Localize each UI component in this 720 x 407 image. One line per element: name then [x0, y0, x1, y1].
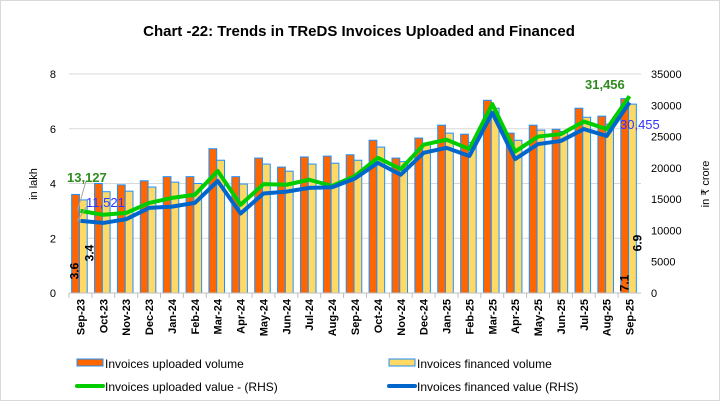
legend-swatch-0 [76, 358, 104, 367]
y-left-tick-label: 8 [50, 69, 56, 81]
bar-uploaded-volume [299, 156, 309, 294]
bar-uploaded-volume [391, 157, 401, 294]
y-right-tick-label: 35000 [651, 69, 682, 81]
x-tick-label: Jul-24 [304, 298, 316, 331]
y-right-tick-label: 25000 [651, 132, 682, 144]
bar-financed-volume [307, 163, 317, 294]
leader-line [77, 205, 88, 222]
x-tick-label: Mar-25 [487, 299, 499, 334]
y-left-tick-label: 2 [50, 233, 56, 245]
bar-financed-volume [490, 107, 500, 294]
data-label: 31,456 [585, 77, 625, 92]
y-left-tick-label: 6 [50, 124, 56, 136]
bar-uploaded-volume [254, 157, 263, 294]
bar-uploaded-volume [460, 133, 469, 294]
y-axis-right-label: in ₹ crore [700, 161, 712, 208]
y-axis-left-label: in lakh [28, 168, 40, 200]
legend-label: Invoices financed value (RHS) [417, 380, 578, 394]
legend-label: Invoices uploaded volume [105, 357, 244, 371]
x-tick-label: Oct-24 [373, 298, 385, 333]
y-right-tick-label: 10000 [651, 225, 682, 237]
x-tick-label: Sep-23 [75, 299, 87, 335]
legend-label: Invoices uploaded value - (RHS) [105, 380, 278, 394]
x-tick-label: Aug-25 [602, 299, 614, 336]
x-tick-label: Mar-24 [213, 298, 225, 334]
bar-financed-volume [445, 132, 454, 294]
legend-label: Invoices financed volume [417, 357, 552, 371]
x-tick-label: Sep-25 [625, 299, 637, 335]
line-financed-value [80, 101, 632, 225]
x-tick-label: Jun-24 [281, 298, 293, 334]
x-tick-label: Aug-24 [327, 298, 339, 336]
data-label: 13,127 [67, 170, 107, 185]
bar-financed-volume [376, 146, 386, 294]
data-label: 7.1 [618, 274, 632, 291]
y-right-tick-label: 15000 [651, 194, 682, 206]
bar-financed-volume [513, 139, 523, 294]
x-tick-label: Nov-23 [121, 299, 133, 336]
bar-financed-volume [605, 123, 614, 294]
x-tick-label: May-25 [533, 299, 545, 336]
bar-financed-volume [559, 130, 569, 294]
bar-uploaded-volume [322, 155, 332, 294]
x-tick-label: Oct-23 [98, 299, 110, 333]
bar-uploaded-volume [139, 180, 149, 294]
x-tick-label: May-24 [258, 298, 270, 336]
data-label: 11,521 [86, 195, 125, 210]
bar-uploaded-volume [574, 107, 584, 294]
data-label: 3.4 [82, 244, 96, 261]
x-tick-label: Dec-23 [144, 299, 156, 335]
bar-financed-volume [582, 116, 592, 294]
x-tick-label: Feb-24 [190, 298, 202, 334]
bar-uploaded-volume [551, 128, 561, 294]
bar-financed-volume [399, 161, 409, 294]
x-tick-label: Apr-24 [236, 298, 248, 334]
chart-title: Chart -22: Trends in TReDS Invoices Uplo… [143, 23, 575, 40]
legend-swatch-1 [388, 358, 416, 367]
x-tick-label: Apr-25 [510, 299, 522, 334]
bar-financed-volume [628, 103, 637, 294]
x-tick-label: Dec-24 [419, 298, 431, 335]
y-left-tick-label: 0 [50, 288, 56, 300]
bar-financed-volume [422, 143, 431, 294]
y-right-tick-label: 0 [651, 288, 657, 300]
x-tick-label: Jan-24 [167, 298, 179, 334]
y-right-tick-label: 5000 [651, 257, 675, 269]
bar-financed-volume [124, 190, 134, 294]
bar-financed-volume [536, 129, 546, 294]
y-left-tick-label: 4 [50, 179, 56, 191]
bar-financed-volume [467, 141, 477, 294]
bar-uploaded-volume [597, 115, 607, 294]
x-tick-label: Feb-25 [464, 299, 476, 334]
y-right-tick-label: 30000 [651, 100, 682, 112]
x-tick-label: Jul-25 [579, 299, 591, 331]
bar-uploaded-volume [162, 176, 172, 294]
x-tick-label: Jan-25 [442, 299, 454, 334]
leader-line [76, 180, 87, 212]
x-tick-label: Nov-24 [396, 298, 408, 336]
data-label: 3.6 [67, 262, 81, 279]
x-tick-label: Sep-24 [350, 298, 362, 335]
data-label: 30,455 [620, 117, 660, 132]
y-right-tick-label: 20000 [651, 163, 682, 175]
line-uploaded-value [80, 95, 632, 217]
data-label: 6.9 [631, 234, 645, 251]
x-tick-label: Jun-25 [556, 299, 568, 334]
